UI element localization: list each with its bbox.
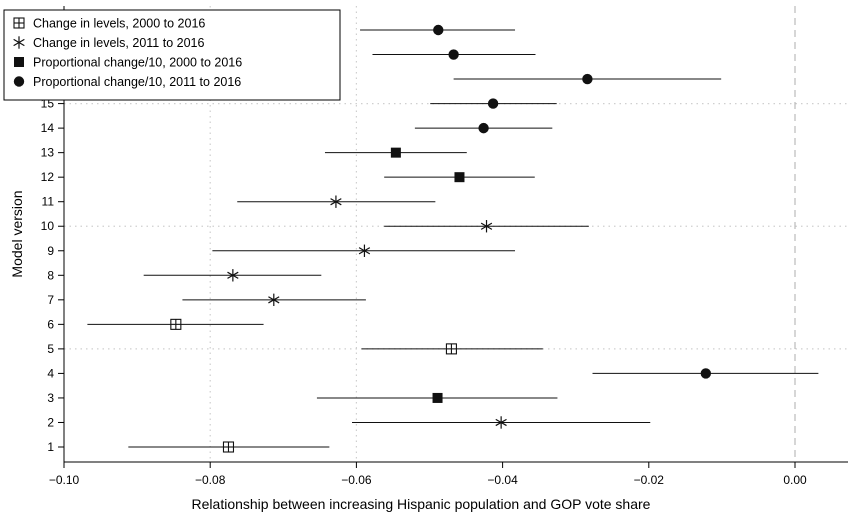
point-estimate-model-11: [330, 195, 342, 208]
marker-stroke: [227, 271, 239, 279]
point-estimate-model-14: [478, 122, 489, 134]
point-estimate-model-8: [227, 269, 239, 282]
y-tick-label: 10: [41, 219, 55, 233]
marker-stroke: [330, 198, 342, 206]
point-estimate-model-5: [445, 343, 457, 355]
marker-stroke: [358, 247, 371, 255]
legend-marker: [13, 76, 25, 87]
x-tick-label: −0.10: [49, 473, 80, 487]
x-tick-label: −0.04: [487, 473, 518, 487]
series-filled-square: [316, 147, 558, 403]
point-estimate-model-16: [582, 73, 593, 85]
y-tick-label: 9: [47, 244, 54, 258]
marker-stroke: [268, 296, 280, 304]
legend-box: [3, 9, 341, 101]
point-estimate-model-12: [454, 172, 465, 183]
point-estimate-model-1: [222, 441, 235, 453]
legend-label: Proportional change/10, 2000 to 2016: [33, 56, 242, 70]
point-estimate-model-3: [432, 392, 443, 403]
point-estimate-model-15: [487, 98, 499, 109]
y-tick-label: 12: [41, 170, 55, 184]
y-tick-label: 2: [47, 415, 54, 429]
x-tick-label: 0.00: [783, 473, 807, 487]
legend-marker: [13, 17, 25, 29]
x-tick-label: −0.06: [341, 473, 372, 487]
series-asterisk: [143, 195, 651, 429]
y-tick-label: 14: [41, 121, 55, 135]
x-tick-label: −0.02: [634, 473, 665, 487]
legend-label: Proportional change/10, 2011 to 2016: [33, 75, 241, 89]
y-tick-label: 4: [47, 366, 54, 380]
point-estimate-model-10: [480, 220, 493, 233]
point-estimate-model-7: [268, 293, 280, 307]
y-tick-label: 13: [41, 146, 55, 160]
y-tick-label: 1: [47, 440, 54, 454]
legend-label: Change in levels, 2011 to 2016: [33, 36, 204, 50]
x-tick-label: −0.08: [195, 473, 226, 487]
legend-marker: [14, 57, 24, 67]
y-tick-label: 7: [47, 293, 54, 307]
marker-stroke: [13, 38, 25, 47]
point-estimate-model-9: [358, 244, 371, 257]
y-tick-label: 6: [47, 317, 54, 331]
legend: Change in levels, 2000 to 2016 Change in …: [3, 9, 341, 101]
series-filled-circle: [360, 24, 819, 379]
marker-stroke: [495, 418, 507, 427]
legend-label: Change in levels, 2000 to 2016: [33, 17, 205, 31]
point-estimate-model-18: [433, 24, 444, 36]
point-estimate-model-4: [700, 368, 712, 379]
data-series: [87, 24, 819, 453]
y-tick-label: 8: [47, 268, 54, 282]
y-tick-label: 3: [47, 391, 54, 405]
legend-marker: [13, 36, 25, 49]
marker-stroke: [480, 222, 493, 230]
series-boxed-plus: [87, 318, 543, 453]
y-tick-label: 11: [42, 195, 55, 209]
point-estimate-model-2: [495, 416, 507, 429]
point-estimate-model-17: [448, 49, 459, 60]
x-axis-title: Relationship between increasing Hispanic…: [192, 496, 651, 512]
point-estimate-model-6: [170, 318, 182, 330]
y-tick-label: 5: [47, 342, 54, 356]
y-axis-title: Model version: [9, 190, 25, 277]
point-estimate-model-13: [390, 147, 401, 158]
